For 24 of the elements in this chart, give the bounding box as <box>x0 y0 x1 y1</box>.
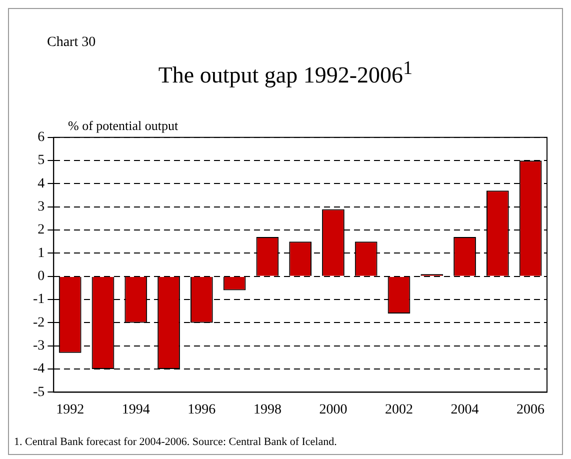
y-tick-label: 4 <box>38 176 45 192</box>
text: 1. Central Bank forecast for 2004-2006. Source: Central Bank of Iceland. <box>14 436 337 448</box>
y-tick-label: 6 <box>38 130 45 146</box>
x-tick-label: 1994 <box>122 402 150 418</box>
y-tick-label: -5 <box>32 384 45 400</box>
x-tick-label: 2000 <box>319 402 348 418</box>
y-tick-label: -2 <box>32 315 45 330</box>
y-tick-label: -3 <box>32 338 45 354</box>
y-tick-label: -4 <box>32 362 45 377</box>
caption: Chart 30 <box>47 35 96 51</box>
x-tick-label: 1996 <box>188 402 216 418</box>
x-tick-label: 2002 <box>385 402 413 418</box>
x-tick-label: 1998 <box>253 402 282 418</box>
x-tick-label: 2006 <box>516 402 545 418</box>
x-tick-label: 2004 <box>450 402 479 418</box>
y-tick-label: 0 <box>38 269 45 284</box>
y-tick-label: 3 <box>38 200 45 215</box>
x-tick-label: 1992 <box>56 402 84 418</box>
y-tick-label: -1 <box>32 292 45 308</box>
chart-title: The output gap 1992-2006$^{1}$ <box>157 58 414 89</box>
y-axis-title: % of potential output <box>68 118 178 134</box>
y-tick-label: 1 <box>38 246 45 261</box>
y-tick-label: 5 <box>38 153 45 168</box>
y-tick-label: 2 <box>38 222 45 238</box>
